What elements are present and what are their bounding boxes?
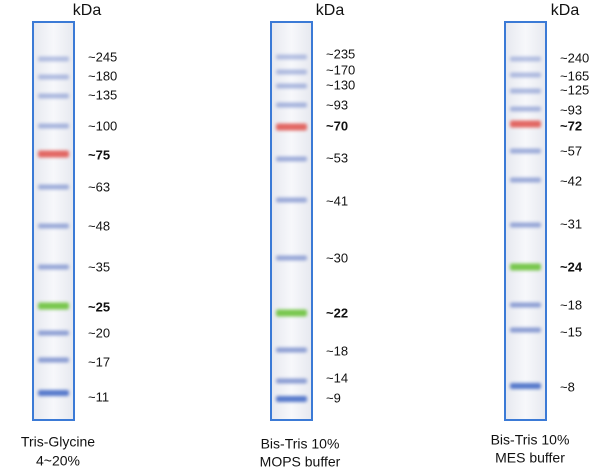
marker-label: ~41 <box>326 193 348 208</box>
band <box>510 222 541 228</box>
band <box>510 88 541 94</box>
marker-label: ~245 <box>88 49 117 64</box>
lane-caption: MOPS buffer <box>260 454 341 470</box>
band <box>510 263 541 271</box>
lane-caption: 4~20% <box>36 453 80 469</box>
marker-label: ~15 <box>560 324 582 339</box>
band <box>38 357 69 363</box>
marker-label: ~8 <box>560 379 575 394</box>
band <box>276 83 307 89</box>
marker-label: ~24 <box>560 259 583 274</box>
band <box>510 177 541 183</box>
marker-label: ~35 <box>88 259 110 274</box>
gel-lane <box>270 21 313 421</box>
marker-label: ~48 <box>88 218 110 233</box>
lane-caption: Tris-Glycine <box>21 434 95 450</box>
marker-label: ~180 <box>88 68 117 83</box>
band <box>38 184 69 190</box>
marker-label: ~93 <box>560 102 582 117</box>
band <box>276 102 307 108</box>
marker-label: ~72 <box>560 118 582 133</box>
band <box>38 74 69 80</box>
band <box>276 156 307 162</box>
band <box>276 197 307 203</box>
marker-label: ~22 <box>326 305 348 320</box>
band <box>510 148 541 154</box>
marker-label: ~17 <box>88 354 110 369</box>
band <box>38 150 69 158</box>
marker-label: ~70 <box>326 118 348 133</box>
band <box>38 123 69 129</box>
marker-label: ~130 <box>326 77 355 92</box>
band <box>38 223 69 229</box>
band <box>276 54 307 60</box>
marker-label: ~20 <box>88 325 110 340</box>
lane-caption: Bis-Tris 10% <box>261 436 340 452</box>
marker-label: ~18 <box>326 343 348 358</box>
marker-label: ~25 <box>88 299 110 314</box>
marker-label: ~9 <box>326 390 341 405</box>
marker-label: ~165 <box>560 68 589 83</box>
marker-label: ~57 <box>560 143 582 158</box>
marker-label: ~11 <box>88 389 109 404</box>
band <box>38 390 69 396</box>
marker-label: ~235 <box>326 46 355 61</box>
band <box>38 302 69 310</box>
band <box>38 56 69 62</box>
band <box>510 327 541 333</box>
lane-caption: MES buffer <box>495 450 565 466</box>
marker-label: ~53 <box>326 150 348 165</box>
band <box>510 302 541 308</box>
band <box>276 69 307 75</box>
unit-label: kDa <box>73 2 102 19</box>
marker-label: ~170 <box>326 62 355 77</box>
band <box>38 264 69 270</box>
marker-label: ~42 <box>560 173 582 188</box>
band <box>276 347 307 353</box>
marker-label: ~135 <box>88 87 117 102</box>
unit-label: kDa <box>316 2 345 19</box>
gel-lane <box>32 21 75 421</box>
band <box>510 120 541 128</box>
marker-label: ~14 <box>326 370 348 385</box>
band <box>510 383 541 389</box>
marker-label: ~75 <box>88 147 110 162</box>
band <box>38 93 69 99</box>
marker-label: ~18 <box>560 297 582 312</box>
band <box>276 378 307 384</box>
band <box>510 106 541 112</box>
band <box>510 56 541 62</box>
band <box>276 396 307 402</box>
marker-label: ~31 <box>560 216 582 231</box>
lane-caption: Bis-Tris 10% <box>491 432 570 448</box>
marker-label: ~100 <box>88 118 117 133</box>
marker-label: ~30 <box>326 250 348 265</box>
band <box>276 309 307 317</box>
marker-label: ~125 <box>560 82 589 97</box>
marker-label: ~240 <box>560 50 589 65</box>
unit-label: kDa <box>551 2 580 19</box>
band <box>276 123 307 131</box>
marker-label: ~93 <box>326 97 348 112</box>
band <box>510 72 541 78</box>
band <box>38 330 69 336</box>
gel-lane <box>504 21 547 421</box>
marker-label: ~63 <box>88 179 110 194</box>
band <box>276 255 307 261</box>
